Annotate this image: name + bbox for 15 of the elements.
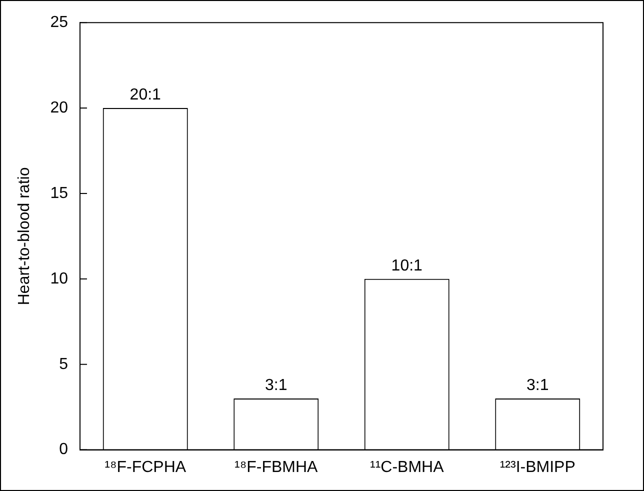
x-tick-label: ¹⁸F-FBMHA xyxy=(234,458,318,476)
y-tick-label: 25 xyxy=(50,14,68,32)
y-tick-label: 10 xyxy=(50,270,68,288)
x-tick-label: ¹¹C-BMHA xyxy=(370,458,444,476)
data-label: 3:1 xyxy=(265,376,288,394)
data-label: 10:1 xyxy=(391,257,423,274)
data-label: 3:1 xyxy=(526,376,549,394)
y-tick-label: 15 xyxy=(50,184,68,202)
y-axis-title: Heart-to-blood ratio xyxy=(16,167,34,306)
y-tick-label: 5 xyxy=(59,356,68,373)
y-tick-label: 20 xyxy=(50,99,68,116)
x-tick-label: ¹²³I-BMIPP xyxy=(500,458,576,476)
x-tick-label: ¹⁸F-FCPHA xyxy=(104,458,186,476)
data-label: 20:1 xyxy=(130,86,162,104)
y-tick-label: 0 xyxy=(59,441,68,458)
